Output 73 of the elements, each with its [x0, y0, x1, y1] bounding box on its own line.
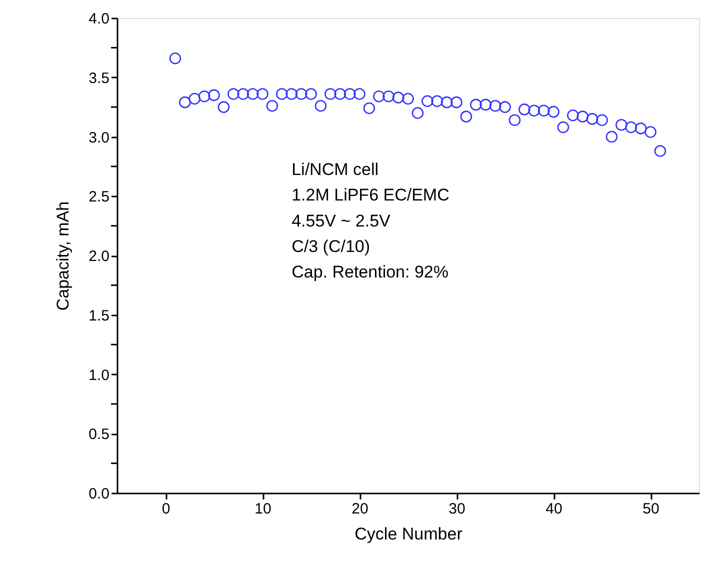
y-tick-label: 2.5 — [88, 188, 110, 206]
x-tick-label: 30 — [448, 500, 466, 518]
point — [450, 96, 462, 108]
x-tick-label: 10 — [254, 500, 272, 518]
point — [305, 88, 317, 100]
point — [644, 126, 656, 138]
point — [470, 98, 482, 111]
point — [567, 109, 579, 122]
point — [548, 106, 560, 118]
point — [586, 113, 598, 125]
y-tick-label: 3.0 — [88, 129, 110, 146]
point — [266, 100, 278, 112]
annotation: 4.55V ~ 2.5V — [292, 211, 392, 230]
point — [295, 88, 308, 100]
point — [218, 101, 230, 113]
point — [198, 90, 210, 102]
point — [324, 88, 336, 100]
point — [412, 107, 424, 119]
point — [460, 110, 472, 122]
point — [402, 92, 414, 105]
point — [382, 90, 394, 102]
point — [286, 88, 298, 100]
point — [344, 88, 356, 100]
point — [228, 88, 240, 100]
point — [237, 88, 249, 100]
point — [246, 88, 259, 100]
point — [499, 101, 511, 113]
point — [422, 95, 434, 108]
point — [314, 100, 327, 112]
point — [276, 88, 288, 100]
point — [354, 88, 366, 100]
point — [256, 88, 268, 100]
point — [431, 95, 443, 108]
point — [489, 100, 502, 112]
y-tick-label: 3.5 — [88, 70, 110, 87]
point — [392, 92, 404, 104]
point — [208, 89, 220, 102]
point — [508, 114, 521, 126]
annotation: Cap. Retention: 92% — [292, 262, 448, 282]
point — [169, 52, 182, 64]
x-tick-label: 0 — [162, 500, 170, 518]
point — [363, 102, 376, 114]
point — [557, 121, 570, 134]
point — [576, 110, 588, 122]
y-tick-label: 4.0 — [88, 10, 110, 28]
point — [528, 104, 540, 117]
x-tick-label: 50 — [642, 500, 660, 518]
point — [616, 118, 628, 131]
y-tick-label: 1.0 — [88, 366, 110, 384]
point — [606, 130, 618, 143]
annotation: 1.2M LiPF6 EC/EMC — [292, 186, 450, 205]
y-tick-label: 1.5 — [88, 307, 110, 324]
point — [334, 88, 346, 100]
point — [373, 90, 385, 102]
y-axis-title: Capacity, mAh — [54, 201, 73, 311]
point — [654, 145, 666, 157]
point — [440, 96, 453, 108]
y-tick-label: 0.5 — [88, 426, 110, 444]
point — [188, 92, 200, 105]
point — [596, 114, 608, 126]
annotation: Li/NCM cell — [292, 160, 379, 179]
x-axis-title: Cycle Number — [354, 524, 463, 544]
point — [480, 98, 492, 111]
point — [634, 122, 647, 134]
y-tick-label: 0.0 — [88, 486, 110, 502]
point — [538, 104, 550, 117]
point — [625, 121, 637, 134]
x-tick-label: 20 — [352, 500, 368, 518]
x-tick-label: 40 — [546, 500, 562, 518]
point — [518, 104, 530, 116]
point — [179, 96, 191, 108]
annotation: C/3 (C/10) — [292, 236, 370, 256]
y-tick-label: 2.0 — [88, 248, 110, 265]
